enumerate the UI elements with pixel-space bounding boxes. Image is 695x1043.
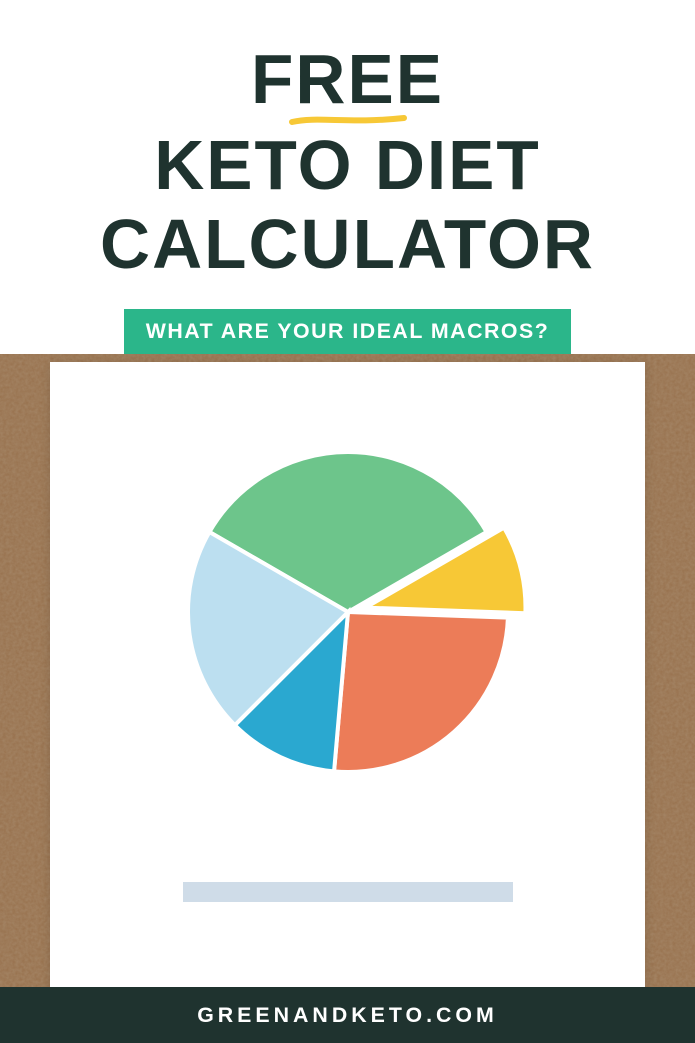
subtitle-band: WHAT ARE YOUR IDEAL MACROS? [124, 309, 571, 354]
title-line-1: FREE [251, 40, 444, 120]
title-line-1-wrap: FREE [251, 40, 444, 120]
pie-chart [168, 432, 528, 792]
card [50, 362, 645, 993]
pie-svg-icon [168, 432, 528, 792]
title-line-2: KETO DIET [20, 126, 675, 206]
footer-text: GREENANDKETO.COM [197, 1003, 498, 1028]
title-line-3: CALCULATOR [20, 205, 675, 285]
pie-slice-orange [334, 612, 508, 772]
header: FREE KETO DIET CALCULATOR WHAT ARE YOUR … [0, 0, 695, 354]
cork-area [0, 330, 695, 987]
caption-bar [183, 882, 513, 902]
footer: GREENANDKETO.COM [0, 987, 695, 1043]
